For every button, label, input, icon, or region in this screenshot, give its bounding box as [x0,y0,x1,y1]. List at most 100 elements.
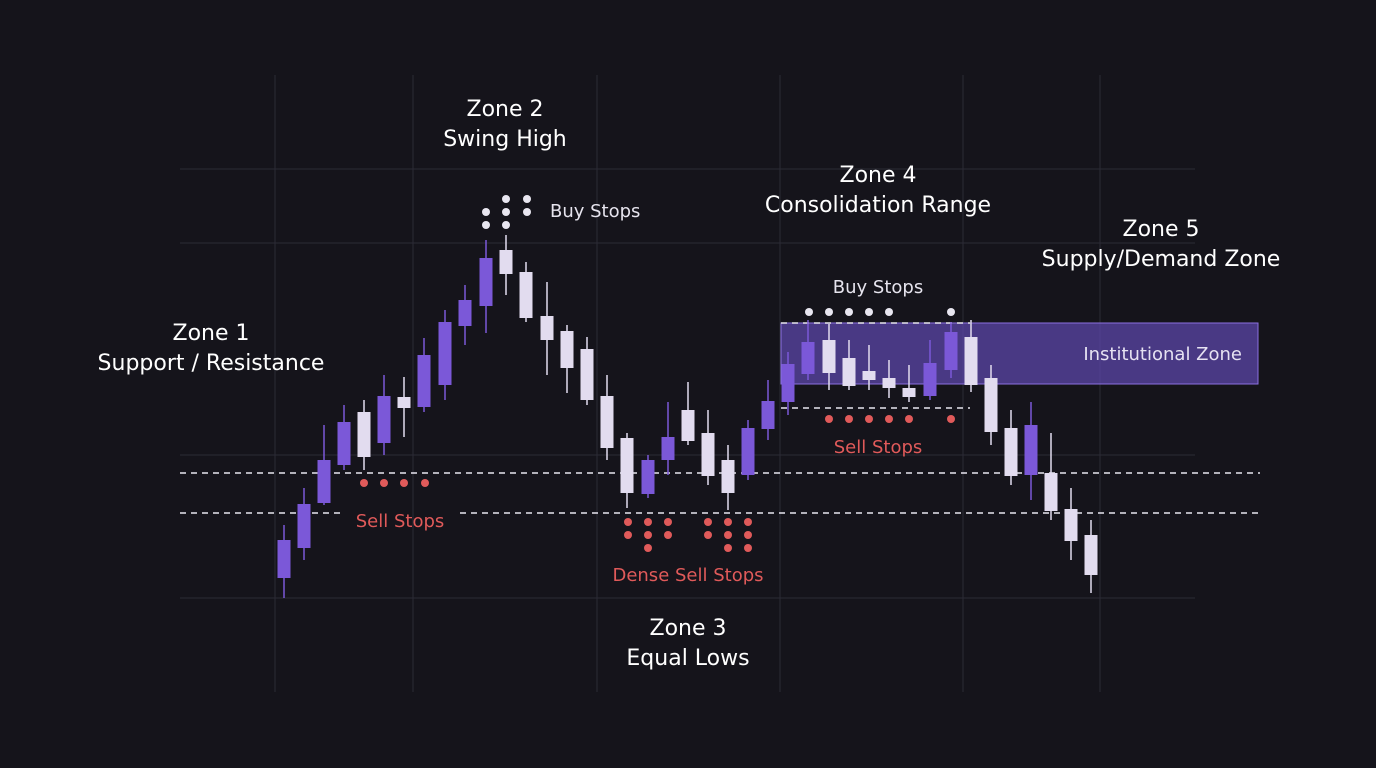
candle-body [1084,535,1098,575]
candle-body [781,364,795,402]
candle-body [297,504,311,548]
candle-body [357,412,371,457]
dashed-levels [180,322,1260,514]
stop-dot [947,308,955,316]
candle-body [580,349,594,400]
zone-title: Zone 3 [650,616,727,641]
stop-dot [744,544,752,552]
stop-dot [724,544,732,552]
stop-dot [845,415,853,423]
candle-body [560,331,574,368]
candle-body [1004,428,1018,476]
stop-dot [644,544,652,552]
candle-body [337,422,351,465]
candle-body [701,433,715,476]
candle-body [377,396,391,443]
stop-dot [845,308,853,316]
institutional-zone [780,322,1259,385]
candle-body [540,316,554,340]
institutional-zone-label: Institutional Zone [1083,344,1242,365]
candle-body [923,363,937,396]
stop-dot [421,479,429,487]
stop-dot [704,531,712,539]
candle-body [842,358,856,386]
stop-dot [624,531,632,539]
stop-dot [400,479,408,487]
stop-dot [885,308,893,316]
zone-subtitle: Swing High [443,127,567,152]
candle-body [458,300,472,326]
candle-body [944,332,958,370]
stop-dot [523,208,531,216]
stop-dot [825,308,833,316]
stop-dot [947,415,955,423]
stop-dots [360,195,955,552]
candles [277,235,1098,598]
candle-body [681,410,695,441]
candle-body [499,250,513,274]
stop-dot [644,531,652,539]
stop-dot [744,531,752,539]
stop-dot [724,518,732,526]
candle-body [761,401,775,429]
candle-body [620,438,634,493]
stop-dot [624,518,632,526]
candle-body [479,258,493,306]
candle-body [417,355,431,407]
stop-dot [482,208,490,216]
candle-body [741,428,755,475]
stop-dot [360,479,368,487]
buy-stops-label: Buy Stops [550,201,640,222]
candle-body [438,322,452,385]
candle-body [721,460,735,493]
candle-body [902,388,916,397]
candle-body [661,437,675,460]
stop-dot [905,415,913,423]
candle-body [882,378,896,388]
candle-body [984,378,998,432]
candle-body [1044,473,1058,511]
candle-body [801,342,815,374]
stop-dot [704,518,712,526]
stop-dot [644,518,652,526]
stop-dot [805,308,813,316]
stop-dot [502,195,510,203]
dense-sell-stops-label: Dense Sell Stops [612,565,763,586]
candle-body [641,460,655,494]
stop-dot [865,308,873,316]
zone-title: Zone 5 [1123,217,1200,242]
candle-body [397,397,411,408]
candle-body [519,272,533,318]
zone-title: Zone 4 [840,163,917,188]
stop-dot [724,531,732,539]
stop-dot [502,208,510,216]
candle-body [862,371,876,380]
zone-subtitle: Support / Resistance [98,351,325,376]
candle-body [822,340,836,373]
candle-body [277,540,291,578]
sell-stops-label: Sell Stops [356,511,445,532]
candle-body [964,337,978,385]
zone-title: Zone 1 [173,321,250,346]
candle-body [1064,509,1078,541]
stop-dot [664,531,672,539]
zone-subtitle: Supply/Demand Zone [1042,247,1281,272]
stop-dot [664,518,672,526]
stop-dot [482,221,490,229]
candle-body [1024,425,1038,475]
zone-title: Zone 2 [467,97,544,122]
buy-stops-label: Buy Stops [833,277,923,298]
stop-dot [380,479,388,487]
stop-dot [523,195,531,203]
stop-dot [865,415,873,423]
candle-body [317,460,331,503]
zone-subtitle: Consolidation Range [765,193,991,218]
stop-dot [744,518,752,526]
stop-dot [825,415,833,423]
sell-stops-label: Sell Stops [834,437,923,458]
zone-subtitle: Equal Lows [626,646,749,671]
candle-body [600,396,614,448]
stop-dot [885,415,893,423]
stop-dot [502,221,510,229]
